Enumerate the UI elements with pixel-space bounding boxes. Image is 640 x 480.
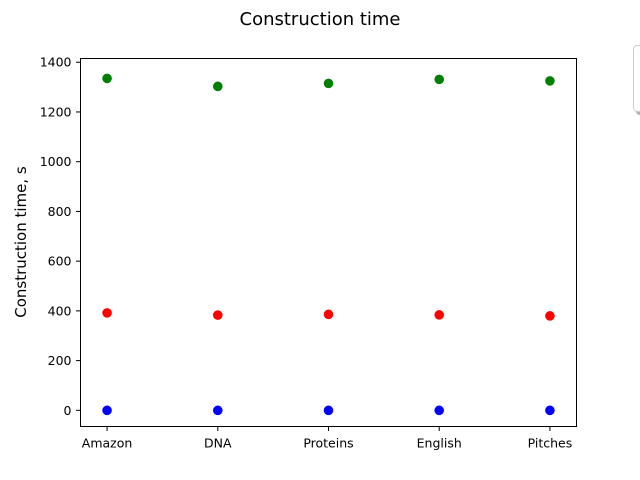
x-tick-label: English: [417, 436, 462, 451]
y-tick-label: 1000: [40, 154, 72, 169]
data-point: [102, 73, 112, 84]
y-axis: 0 200 400 600 800 1000 1200 1400: [40, 55, 81, 418]
data-point: [323, 309, 334, 320]
data-point: [212, 81, 223, 92]
y-tick-label: 400: [48, 303, 72, 318]
data-point: [212, 405, 223, 416]
y-tick-label: 1200: [40, 104, 72, 119]
x-axis: Amazon DNA Proteins English Pitches: [82, 426, 573, 451]
chart-title: Construction time: [240, 9, 401, 30]
data-point: [545, 76, 555, 86]
plot-area-frame: [80, 58, 577, 427]
legend-box: [633, 45, 640, 112]
y-tick-label: 600: [48, 254, 72, 269]
data-point: [323, 405, 334, 416]
data-point: [545, 405, 555, 416]
data-point: [323, 78, 334, 89]
data-points: [102, 73, 555, 416]
x-tick-label: Proteins: [303, 436, 353, 451]
x-tick-label: DNA: [204, 436, 232, 451]
x-tick-label: Amazon: [82, 436, 133, 451]
data-point: [434, 310, 445, 320]
data-point: [434, 405, 445, 416]
y-tick-label: 200: [48, 353, 72, 368]
data-point: [102, 308, 112, 318]
y-tick-label: 1400: [40, 55, 72, 70]
data-point: [434, 74, 445, 85]
y-axis-label: Construction time, s: [12, 166, 30, 318]
data-point: [545, 311, 555, 321]
x-tick-label: Pitches: [528, 436, 573, 451]
data-point: [102, 405, 112, 416]
y-tick-label: 0: [64, 403, 72, 418]
data-point: [212, 310, 223, 320]
legend: [633, 45, 640, 115]
y-tick-label: 800: [48, 204, 72, 219]
